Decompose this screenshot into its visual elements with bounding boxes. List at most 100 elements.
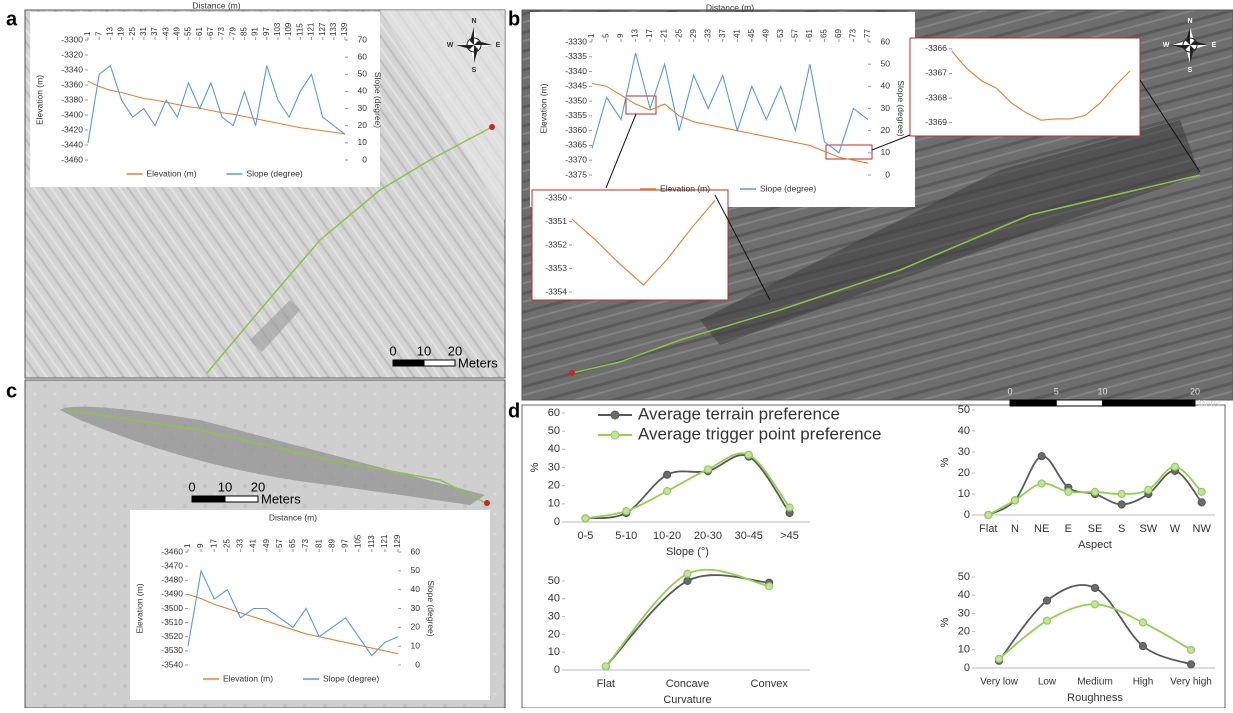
y-tick-label: -3335 [565, 51, 587, 61]
point [765, 582, 774, 591]
x-tick-label: 55 [184, 27, 193, 36]
x-tick-label: 53 [776, 29, 785, 38]
x-tick-label: 77 [863, 29, 872, 38]
y-tick-label: -3368 [925, 92, 947, 102]
y-tick-label: -3345 [565, 81, 587, 91]
legend-label: Slope (degree) [323, 673, 379, 683]
x-tick-label: 61 [195, 27, 204, 36]
y-tick-label: 60 [548, 407, 560, 419]
scale-bar-label: 20 [1190, 386, 1200, 396]
scale-bar-label: 0 [188, 479, 195, 494]
point [1010, 496, 1020, 505]
x-tick-label: 25 [674, 29, 683, 38]
compass-label: S [472, 67, 477, 74]
series-line [87, 64, 346, 143]
point [662, 487, 672, 496]
y-tick-label: -3500 [161, 603, 183, 613]
y-tick-label: -3320 [61, 49, 83, 59]
y-tick-label: -3530 [161, 645, 183, 655]
x-tick-label: 85 [240, 27, 249, 36]
y-tick-label: -3380 [61, 94, 83, 104]
inset-box [909, 37, 1141, 137]
point [662, 470, 672, 479]
y2-tick-label: 40 [358, 86, 368, 96]
x-tick-label: 5 [602, 33, 611, 38]
y-tick-label: 30 [958, 446, 970, 458]
x-tick-label: 20-30 [694, 530, 722, 542]
y-tick-label: -3520 [161, 631, 183, 641]
y-tick-label: 20 [958, 467, 970, 479]
y-axis-label: Elevation (m) [134, 583, 144, 633]
y-tick-label: 0 [964, 662, 970, 674]
x-tick-label: 29 [689, 29, 698, 38]
y2-tick-label: 60 [881, 36, 891, 46]
point [1037, 479, 1046, 488]
x-tick-label: 91 [251, 27, 260, 36]
series-line [187, 593, 399, 655]
y-tick-label: -3470 [161, 560, 183, 570]
x-tick-label: 1 [183, 543, 192, 548]
x-axis-label: Distance (m) [269, 512, 317, 522]
y-tick-label: 10 [958, 644, 970, 656]
y-tick-label: -3420 [61, 124, 83, 134]
x-tick-label: Very low [980, 677, 1019, 688]
legend-marker [610, 410, 620, 420]
x-tick-label: 57 [790, 29, 799, 38]
point [1197, 487, 1206, 496]
scale-bar-label: 5 [1054, 386, 1059, 396]
compass-label: W [447, 42, 454, 49]
x-tick-label: 133 [329, 22, 338, 36]
inset-marker [625, 95, 657, 115]
y2-axis-label: Slope (degree) [373, 72, 383, 128]
scale-bar-label: 20 [251, 479, 265, 494]
x-tick-label: 25 [222, 539, 231, 548]
x-tick-label: 17 [645, 29, 654, 38]
y-tick-label: 10 [548, 646, 560, 658]
point [1144, 485, 1153, 494]
x-tick-label: 109 [284, 22, 293, 36]
x-tick-label: 37 [718, 29, 727, 38]
y-tick-label: 30 [548, 461, 560, 473]
y-tick-label: 50 [548, 575, 560, 587]
x-tick-label: 21 [660, 29, 669, 38]
y-axis-label: Elevation (m) [34, 75, 44, 125]
x-tick-label: 65 [288, 539, 297, 548]
y-tick-label: -3440 [61, 139, 83, 149]
x-tick-label: 73 [301, 539, 310, 548]
x-tick-label: 1 [587, 33, 596, 38]
x-tick-label: 57 [275, 539, 284, 548]
y-tick-label: -3340 [565, 66, 587, 76]
x-tick-label: 25 [128, 27, 137, 36]
y-tick-label: 0 [964, 509, 970, 521]
x-tick-label: 67 [206, 27, 215, 36]
legend-label: Elevation (m) [660, 183, 710, 193]
connector [714, 194, 771, 301]
y-tick-label: 40 [548, 443, 560, 455]
y2-tick-label: 0 [362, 154, 367, 164]
compass-label: N [1187, 18, 1192, 25]
y2-axis-label: Slope (degree) [896, 80, 906, 136]
y-axis-label: Elevation (m) [538, 83, 548, 133]
x-tick-label: 13 [631, 29, 640, 38]
compass-label: E [496, 42, 501, 49]
y-tick-label: -3355 [565, 110, 587, 120]
scale-bar-segment [1055, 399, 1103, 407]
x-tick-label: 61 [805, 29, 814, 38]
point [581, 514, 590, 523]
y-tick-label: -3351 [545, 216, 567, 226]
x-tick-label: NW [1193, 523, 1212, 535]
x-tick-label: SE [1088, 523, 1103, 535]
series-line [591, 82, 869, 164]
series-line [187, 569, 399, 657]
x-tick-label: 10-20 [653, 530, 681, 542]
y-tick-label: -3460 [161, 546, 183, 556]
scale-bar-segment [392, 359, 425, 367]
chart-box [130, 510, 490, 700]
x-axis-label: Aspect [1078, 539, 1112, 551]
x-tick-label: Concave [666, 678, 709, 690]
y2-tick-label: 10 [881, 147, 891, 157]
point [703, 465, 713, 474]
compass-label: S [1188, 67, 1193, 74]
y-tick-label: -3360 [565, 125, 587, 135]
